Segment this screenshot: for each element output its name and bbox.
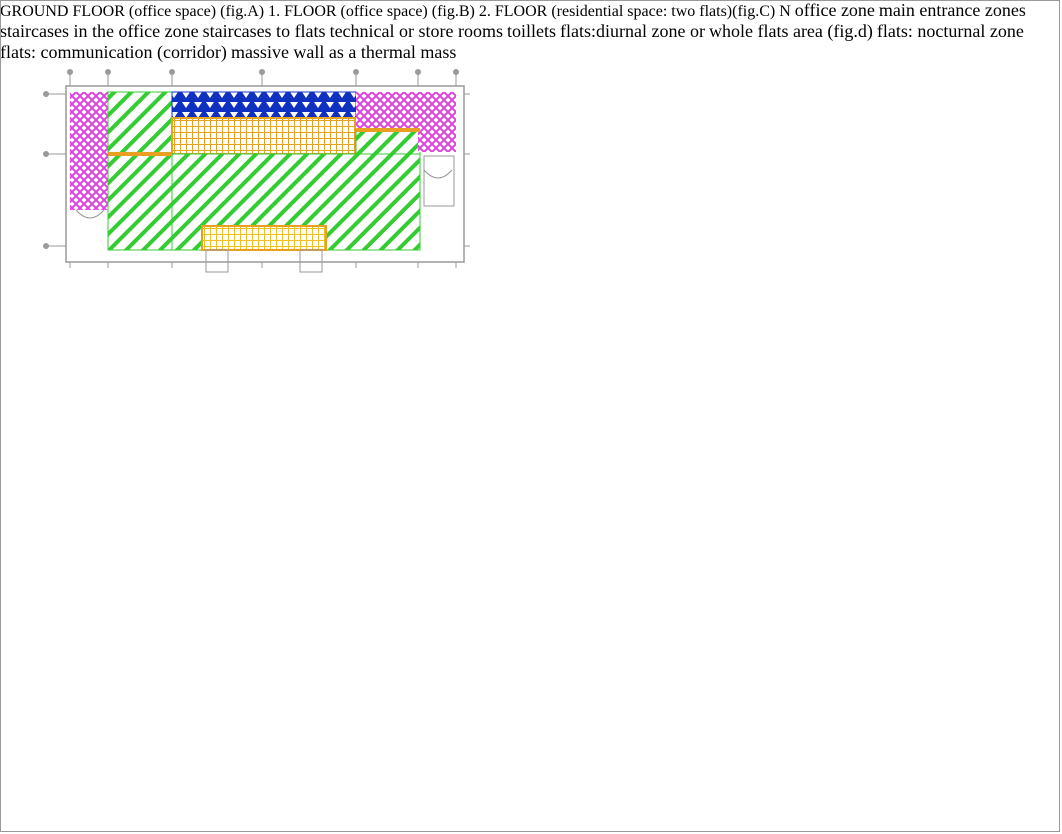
- legend-swatch-technical: technical or store rooms: [329, 21, 507, 41]
- compass-north-label: N: [779, 3, 791, 20]
- legend-label: toillets: [507, 21, 557, 41]
- legend-label: flats: communication (corridor): [0, 42, 227, 62]
- legend-item: technical or store rooms: [329, 21, 507, 41]
- plan-a-staircase-flats-west: [70, 92, 108, 156]
- legend-label: office zone: [794, 0, 875, 20]
- legend-swatch-staircases-flats: staircases to flats: [202, 21, 330, 41]
- plan-a-main-entrance: [201, 225, 327, 251]
- legend-swatch-flats-diurnal: flats:diurnal zone or whole flats area (…: [560, 21, 877, 41]
- legend-label: flats: nocturnal zone: [876, 21, 1024, 41]
- plan-a-staircase-flats-east: [356, 92, 456, 130]
- legend-item: staircases in the office zone: [0, 21, 203, 41]
- legend-swatch-flats-corridor: flats: communication (corridor): [0, 42, 231, 62]
- plan-ground-floor: [43, 69, 470, 273]
- legend: office zone main entrance zones staircas…: [0, 0, 1026, 62]
- legend-label: massive wall as a thermal mass: [230, 42, 457, 62]
- plan-a-technical-rooms: [171, 91, 357, 119]
- legend-item: staircases to flats: [202, 21, 330, 41]
- north-compass: N: [779, 3, 795, 20]
- plan-b-caption: 1. FLOOR (office space): [268, 3, 428, 20]
- legend-item: toillets: [507, 21, 560, 41]
- plan-a-staircases-office: [171, 117, 357, 155]
- legend-swatch-massive-wall: massive wall as a thermal mass: [230, 42, 457, 62]
- legend-item: massive wall as a thermal mass: [230, 42, 457, 62]
- legend-label: staircases to flats: [202, 21, 326, 41]
- legend-item: main entrance zones: [878, 0, 1026, 20]
- legend-label: flats:diurnal zone or: [560, 21, 705, 41]
- plan-b-fig-label: (fig.B): [431, 3, 475, 20]
- legend-swatch-office-zone: office zone: [794, 0, 879, 20]
- legend-swatch-staircases-office: staircases in the office zone: [0, 21, 203, 41]
- plan-a-office-zone-west: [107, 91, 173, 251]
- legend-item: flats: nocturnal zone: [876, 21, 1024, 41]
- legend-label: staircases in the office zone: [0, 21, 199, 41]
- legend-item: flats: communication (corridor): [0, 42, 231, 62]
- legend-label: main entrance zones: [878, 0, 1026, 20]
- legend-label: technical or store rooms: [329, 21, 504, 41]
- legend-swatch-toilets: toillets: [507, 21, 560, 41]
- legend-item: flats:diurnal zone or whole flats area (…: [560, 21, 877, 41]
- legend-label-continued: whole flats area (fig.d): [708, 21, 873, 41]
- legend-swatch-flats-nocturnal: flats: nocturnal zone: [876, 21, 1024, 41]
- legend-item: office zone: [794, 0, 879, 20]
- legend-swatch-main-entrance: main entrance zones: [878, 0, 1026, 20]
- plan-a-fig-label: (fig.A): [220, 3, 265, 20]
- plan-a-caption: GROUND FLOOR (office space): [0, 3, 217, 20]
- plan-a-staircase-flats-west-lower: [70, 154, 108, 210]
- plan-c-caption: 2. FLOOR (residential space: two flats)(…: [478, 3, 776, 20]
